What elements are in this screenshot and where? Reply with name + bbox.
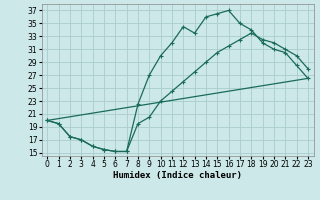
X-axis label: Humidex (Indice chaleur): Humidex (Indice chaleur) [113,171,242,180]
